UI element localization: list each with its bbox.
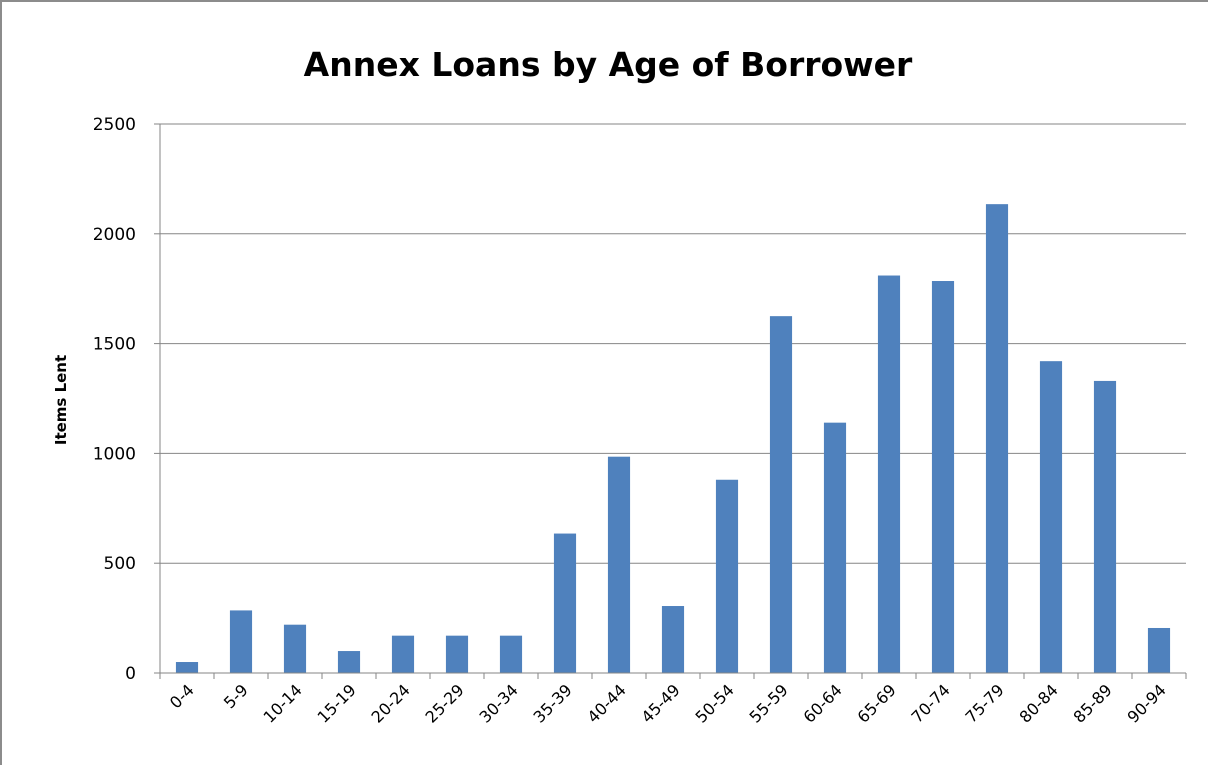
x-tick-label: 40-44 [584, 680, 630, 726]
x-tick-label: 80-84 [1016, 680, 1062, 726]
y-tick-label: 2500 [93, 115, 136, 135]
y-axis-ticks: 0 500 1000 1500 2000 2500 [93, 115, 160, 684]
bar [715, 479, 739, 673]
x-tick-label: 50-54 [692, 680, 738, 726]
bar [985, 204, 1009, 674]
bar [823, 422, 847, 673]
x-tick-label: 30-34 [476, 680, 522, 726]
bar [1093, 380, 1117, 673]
x-tick-label: 90-94 [1124, 680, 1170, 726]
bar [607, 456, 631, 673]
bar [391, 635, 415, 673]
bar [283, 624, 307, 673]
bar [229, 610, 253, 673]
axes [159, 124, 1186, 674]
bar [769, 316, 793, 673]
bar [445, 635, 469, 673]
bar [337, 651, 361, 673]
x-tick-label: 70-74 [908, 680, 954, 726]
y-tick-label: 1500 [93, 335, 136, 355]
y-tick-label: 0 [125, 664, 136, 684]
chart-title: Annex Loans by Age of Borrower [304, 45, 913, 84]
bar [661, 606, 685, 673]
y-tick-label: 1000 [93, 444, 136, 464]
bar [499, 635, 523, 673]
x-tick-label: 85-89 [1070, 680, 1116, 726]
bar [1147, 627, 1171, 673]
x-tick-label: 15-19 [314, 680, 360, 726]
x-tick-label: 75-79 [962, 680, 1008, 726]
y-axis-label: Items Lent [52, 355, 70, 445]
x-tick-label: 25-29 [422, 680, 468, 726]
x-tick-label: 60-64 [800, 680, 846, 726]
x-tick-label: 5-9 [220, 680, 252, 712]
bar [175, 662, 199, 673]
bar [931, 281, 955, 673]
x-tick-label: 10-14 [260, 680, 306, 726]
y-tick-label: 500 [104, 554, 136, 574]
x-tick-label: 35-39 [530, 680, 576, 726]
x-tick-label: 55-59 [746, 680, 792, 726]
x-tick-label: 20-24 [368, 680, 414, 726]
y-tick-label: 2000 [93, 225, 136, 245]
x-tick-label: 45-49 [638, 680, 684, 726]
x-tick-label: 0-4 [166, 680, 198, 712]
bar [877, 275, 901, 673]
bar [1039, 361, 1063, 673]
x-tick-label: 65-69 [854, 680, 900, 726]
bars [175, 204, 1171, 674]
bar [553, 533, 577, 673]
gridlines [160, 123, 1186, 564]
x-axis-ticks: 0-4 5-9 10-14 15-19 20-24 25-29 30-34 35-39 40-4… [159, 673, 1187, 727]
